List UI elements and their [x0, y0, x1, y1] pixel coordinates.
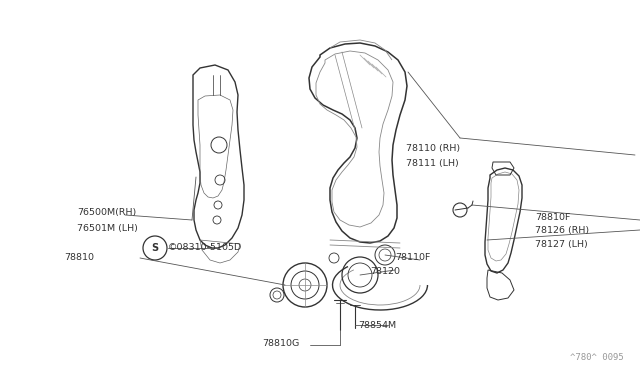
Text: 78854M: 78854M: [358, 321, 396, 330]
Text: ©08310-5105D: ©08310-5105D: [168, 244, 243, 253]
Text: S: S: [152, 243, 159, 253]
Text: 76501M (LH): 76501M (LH): [77, 224, 138, 232]
Text: 78120: 78120: [370, 267, 400, 276]
Text: 78810: 78810: [64, 253, 94, 263]
Text: 76500M(RH): 76500M(RH): [77, 208, 136, 218]
Text: 78810F: 78810F: [535, 214, 570, 222]
Text: 78810G: 78810G: [262, 340, 300, 349]
Text: 78126 (RH): 78126 (RH): [535, 225, 589, 234]
Text: ^780^ 0095: ^780^ 0095: [570, 353, 624, 362]
Text: 78110 (RH): 78110 (RH): [406, 144, 460, 153]
Text: 78111 (LH): 78111 (LH): [406, 158, 459, 167]
Text: 78110F: 78110F: [395, 253, 430, 263]
Text: 78127 (LH): 78127 (LH): [535, 241, 588, 250]
